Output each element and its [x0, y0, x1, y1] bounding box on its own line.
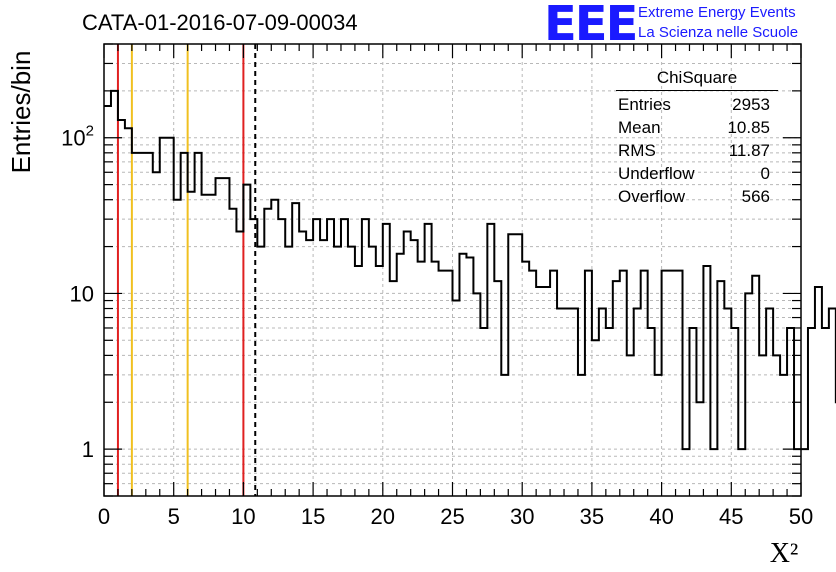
eee-logo-mark: EEE [544, 0, 638, 52]
x-tick-label: 25 [440, 504, 464, 529]
stats-value: 2953 [732, 95, 770, 114]
x-tick-label: 15 [301, 504, 325, 529]
stats-label: Mean [618, 118, 661, 137]
x-tick-label: 40 [649, 504, 673, 529]
plot-title: CATA-01-2016-07-09-00034 [82, 10, 358, 35]
histogram-bars [104, 89, 836, 451]
eee-logo: EEE Extreme Energy Events La Scienza nel… [544, 0, 834, 52]
stats-row-mean: Mean 10.85 [610, 116, 778, 139]
axes: 0 5 10 15 20 25 30 35 40 45 50 1 10 102 [61, 43, 813, 529]
stats-value: 11.87 [728, 141, 770, 160]
stats-row-underflow: Underflow 0 [610, 162, 778, 185]
x-tick-label: 50 [789, 504, 813, 529]
stats-value: 0 [760, 164, 770, 183]
stats-value: 566 [741, 187, 770, 206]
x-tick-label: 10 [231, 504, 255, 529]
y-tick-label: 102 [61, 123, 94, 151]
logo-line-1: Extreme Energy Events [638, 4, 796, 21]
stats-row-overflow: Overflow 566 [610, 185, 778, 208]
stats-title: ChiSquare [616, 68, 778, 91]
stats-box: ChiSquare Entries 2953 Mean 10.85 RMS 11… [610, 68, 778, 208]
stats-row-rms: RMS 11.87 [610, 139, 778, 162]
x-tick-label: 45 [719, 504, 743, 529]
y-tick-label: 10 [70, 281, 94, 306]
stats-value: 10.85 [727, 118, 770, 137]
reference-lines [116, 44, 257, 496]
x-tick-label: 35 [580, 504, 604, 529]
stats-label: Entries [618, 95, 671, 114]
x-tick-label: 5 [168, 504, 180, 529]
stats-label: Overflow [618, 187, 686, 206]
logo-line-2: La Scienza nelle Scuole [638, 24, 799, 41]
stats-label: Underflow [618, 164, 695, 183]
x-tick-label: 0 [98, 504, 110, 529]
histogram-outline [104, 89, 836, 451]
y-tick-label: 1 [82, 437, 94, 462]
stats-row-entries: Entries 2953 [610, 93, 778, 116]
x-axis-label: X² [770, 538, 799, 569]
stats-label: RMS [618, 141, 656, 160]
x-tick-label: 20 [371, 504, 395, 529]
x-tick-label: 30 [510, 504, 534, 529]
y-axis-label: Entries/bin [6, 51, 36, 174]
